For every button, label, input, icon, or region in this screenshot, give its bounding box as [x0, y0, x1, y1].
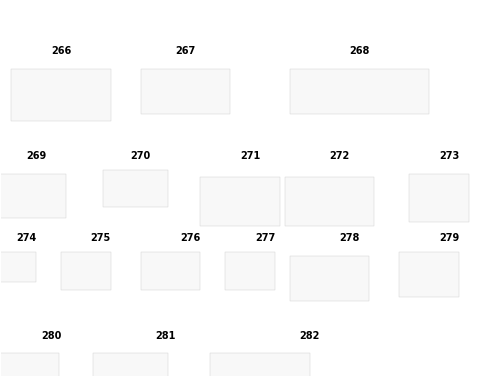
Text: 272: 272 [330, 151, 349, 161]
Bar [0, 173, 66, 218]
Text: 273: 273 [439, 151, 459, 161]
Text: 276: 276 [180, 233, 201, 244]
Bar [104, 170, 168, 207]
Bar [290, 256, 370, 301]
Text: 277: 277 [255, 233, 275, 244]
Text: 278: 278 [340, 233, 359, 244]
Text: 275: 275 [90, 233, 111, 244]
Bar [0, 252, 36, 282]
Bar [0, 353, 58, 377]
Bar [200, 177, 280, 226]
Bar [409, 173, 469, 222]
Text: 281: 281 [156, 331, 176, 341]
Bar [290, 69, 429, 113]
Bar [225, 252, 275, 290]
Text: 270: 270 [130, 151, 150, 161]
Bar [61, 252, 111, 290]
Text: 279: 279 [439, 233, 459, 244]
Text: 266: 266 [51, 46, 71, 56]
Bar [140, 69, 230, 113]
Bar [140, 252, 200, 290]
Text: 268: 268 [349, 46, 370, 56]
Text: 271: 271 [240, 151, 260, 161]
Bar [285, 177, 374, 226]
Bar [12, 69, 111, 121]
Text: 280: 280 [41, 331, 62, 341]
Text: 282: 282 [300, 331, 320, 341]
Bar [94, 353, 168, 377]
Bar [399, 252, 459, 297]
Text: 269: 269 [26, 151, 46, 161]
Bar [210, 353, 310, 377]
Text: 267: 267 [175, 46, 196, 56]
Text: 274: 274 [16, 233, 36, 244]
